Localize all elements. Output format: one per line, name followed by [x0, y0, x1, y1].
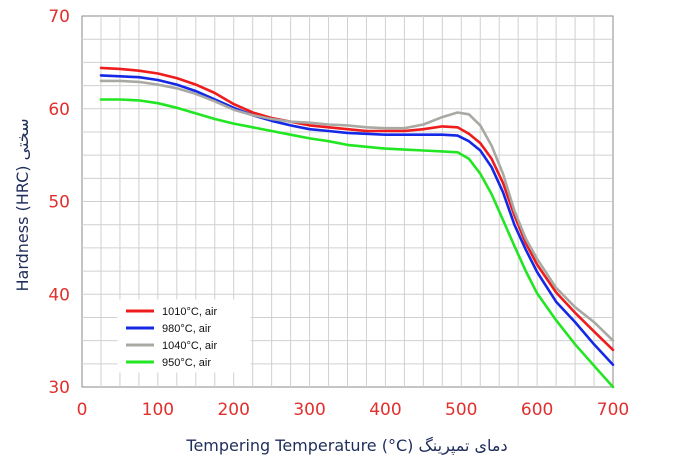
- x-tick-labels: 0 100 200 300 400 500 600 700: [77, 400, 630, 420]
- legend-label-4: 950°C, air: [162, 357, 211, 369]
- series-line-4: [99, 98, 615, 389]
- x-axis-title: Tempering Temperature (°C) دمای تمپرینگ: [185, 436, 507, 456]
- y-tick-labels: 30 40 50 60 70: [48, 7, 70, 398]
- y-tick-label: 50: [48, 193, 70, 213]
- x-tick-label: 200: [217, 400, 249, 420]
- y-axis-title: Hardness (HRC) سختی: [13, 118, 32, 291]
- y-tick-label: 40: [48, 285, 70, 305]
- y-tick-label: 70: [48, 7, 70, 27]
- x-tick-label: 300: [293, 400, 325, 420]
- x-tick-label: 700: [597, 400, 629, 420]
- x-tick-label: 500: [445, 400, 477, 420]
- series-layer: [99, 66, 615, 389]
- legend-label-3: 1040°C, air: [162, 340, 217, 352]
- x-tick-label: 400: [369, 400, 401, 420]
- y-tick-label: 30: [48, 378, 70, 398]
- legend: 1010°C, air 980°C, air 1040°C, air 950°C, a…: [117, 299, 251, 373]
- x-tick-label: 0: [77, 400, 88, 420]
- legend-label-1: 1010°C, air: [162, 306, 217, 318]
- y-tick-label: 60: [48, 100, 70, 120]
- x-tick-label: 600: [521, 400, 553, 420]
- series-line-2: [99, 74, 615, 366]
- series-line-1: [99, 66, 615, 352]
- legend-label-2: 980°C, air: [162, 323, 211, 335]
- series-line-3: [99, 79, 615, 342]
- x-tick-label: 100: [142, 400, 174, 420]
